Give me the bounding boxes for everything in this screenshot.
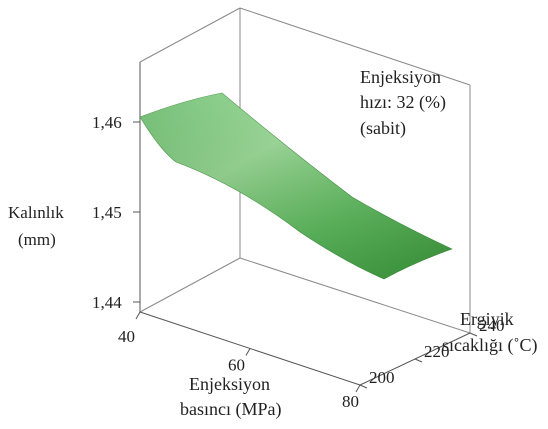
- z-tick-label: 1,46: [92, 113, 122, 132]
- y-axis-label-line-1: Ergiyik: [460, 309, 514, 329]
- z-tick-label: 1,45: [92, 203, 122, 222]
- y-tick-label: 200: [369, 368, 395, 387]
- z-axis-label-line-1: Kalınlık: [8, 203, 64, 222]
- box-edge: [239, 7, 471, 86]
- y-tick-mark: [414, 358, 423, 363]
- tick-group: 40 60 80 200 220 240 1,44 1,45 1,46: [92, 113, 505, 411]
- y-tick-label: 220: [424, 342, 450, 361]
- x-tick-mark: [245, 348, 251, 356]
- y-axis-label-line-2: sıcaklığı (˚C): [442, 335, 537, 356]
- y-tick-mark: [359, 384, 368, 389]
- x-axis-label-line-2: basıncı (MPa): [180, 399, 281, 420]
- box-edge: [139, 7, 241, 63]
- y-tick-label: 240: [479, 316, 505, 335]
- y-tick-mark: [469, 332, 478, 337]
- annotation-line-2: hızı: 32 (%): [360, 92, 446, 113]
- box-edge: [139, 257, 241, 313]
- x-tick-mark: [135, 311, 141, 320]
- x-tick-mark: [355, 384, 361, 393]
- surface-shading: [140, 93, 452, 279]
- x-axis-label-line-1: Enjeksiyon: [189, 374, 270, 394]
- z-axis-label-line-2: (mm): [18, 230, 56, 249]
- annotation-line-1: Enjeksiyon: [360, 67, 441, 87]
- box-edge: [239, 257, 471, 334]
- x-tick-label: 60: [228, 356, 245, 375]
- annotation-line-3: (sabit): [360, 118, 406, 139]
- z-tick-label: 1,44: [92, 293, 122, 312]
- x-tick-label: 40: [118, 327, 135, 346]
- x-tick-label: 80: [342, 392, 359, 411]
